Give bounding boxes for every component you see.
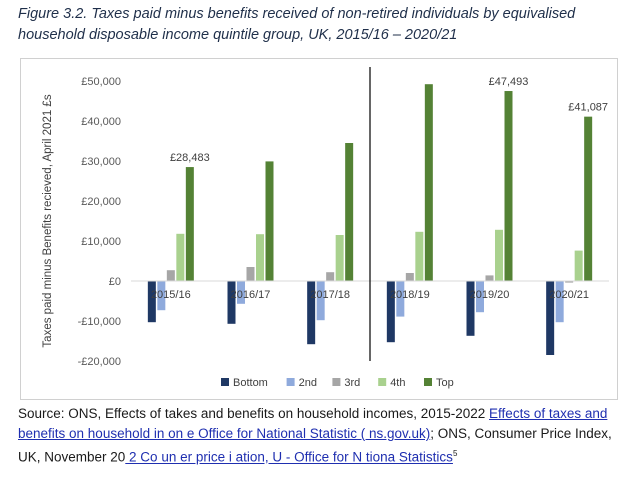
bar-bottom-2019-20: [466, 281, 475, 336]
x-category-label: 2016/17: [231, 289, 271, 301]
legend-label-top: Top: [436, 377, 454, 389]
bar-3rd-2018-19: [405, 273, 414, 281]
bar-4th-2018-19: [415, 231, 424, 281]
source-link-effects-of-taxes[interactable]: Effects of taxes and benefits on househo…: [18, 406, 608, 441]
source-middle: ; ONS, Consumer Price Index, UK, Novembe…: [18, 426, 612, 465]
y-tick-label: -£20,000: [78, 356, 121, 368]
chart-area: £50,000 £40,000 £30,000 £20,000 £10,000 £0 -£1…: [20, 58, 618, 400]
bar-3rd-2016-17: [246, 267, 255, 281]
y-tick-label: £10,000: [81, 236, 121, 248]
bar-bottom-2017-18: [307, 281, 316, 345]
data-label: £41,087: [568, 102, 608, 114]
legend-swatch-bottom: [221, 378, 229, 386]
y-tick-label: £40,000: [81, 116, 121, 128]
legend-swatch-top: [424, 378, 432, 386]
bar-2nd-2019-20: [476, 281, 484, 313]
x-category-label: 2015/16: [151, 289, 191, 301]
bar-2nd-2015-16: [157, 281, 166, 311]
bar-4th-2017-18: [335, 235, 344, 281]
footnote-marker: 5: [452, 449, 458, 458]
y-tick-label: -£10,000: [78, 316, 121, 328]
legend-label-3rd: 3rd: [344, 377, 360, 389]
x-category-label: 2018/19: [390, 289, 430, 301]
bar-top-2019-20: [504, 91, 513, 281]
bar-bottom-2020-21: [546, 281, 555, 355]
legend-swatch-2nd: [286, 378, 295, 386]
y-axis-title: Taxes paid minus Benefits recieved, Apri…: [42, 94, 54, 347]
x-category-label: 2019/20: [470, 289, 510, 301]
bar-2nd-2018-19: [396, 281, 405, 317]
bar-4th-2020-21: [574, 250, 583, 281]
y-tick-label: £0: [109, 276, 121, 288]
legend-label-2nd: 2nd: [299, 377, 317, 389]
source-prefix: Source: ONS, Effects of takes and benefi…: [18, 406, 490, 421]
x-category-label: 2017/18: [310, 289, 350, 301]
data-label: £28,483: [170, 152, 210, 164]
x-category-label: 2020/21: [549, 289, 589, 301]
bar-chart: £50,000 £40,000 £30,000 £20,000 £10,000 £0 -£1…: [42, 67, 609, 389]
y-tick-label: £50,000: [81, 76, 121, 88]
source-link-cpi[interactable]: 2 Co un er price i ation, U - Office for…: [125, 449, 453, 465]
legend-swatch-4th: [378, 378, 387, 386]
bar-4th-2019-20: [495, 229, 503, 281]
legend-label-bottom: Bottom: [233, 377, 268, 389]
y-tick-label: £30,000: [81, 156, 121, 168]
bar-2nd-2020-21: [555, 281, 564, 323]
bar-3rd-2019-20: [485, 275, 494, 281]
source-note: Source: ONS, Effects of takes and benefi…: [18, 404, 618, 468]
bar-top-2016-17: [265, 161, 274, 281]
bar-top-2020-21: [584, 116, 593, 281]
bar-top-2018-19: [424, 84, 433, 281]
bar-2nd-2016-17: [237, 281, 245, 304]
bar-top-2017-18: [345, 143, 354, 281]
bar-3rd-2020-21: [565, 281, 574, 283]
bar-2nd-2017-18: [316, 281, 325, 321]
bar-3rd-2017-18: [326, 272, 335, 281]
bar-4th-2015-16: [176, 233, 185, 281]
bar-bottom-2015-16: [147, 281, 156, 323]
bar-3rd-2015-16: [166, 270, 175, 281]
legend-swatch-3rd: [332, 378, 341, 386]
data-label: £47,493: [489, 76, 529, 88]
bar-bottom-2016-17: [227, 281, 236, 324]
bar-top-2015-16: [185, 167, 194, 281]
legend-label-4th: 4th: [390, 377, 405, 389]
bar-bottom-2018-19: [386, 281, 395, 343]
figure-title: Figure 3.2. Taxes paid minus benefits re…: [18, 6, 576, 43]
y-tick-label: £20,000: [81, 196, 121, 208]
bar-4th-2016-17: [256, 234, 264, 281]
